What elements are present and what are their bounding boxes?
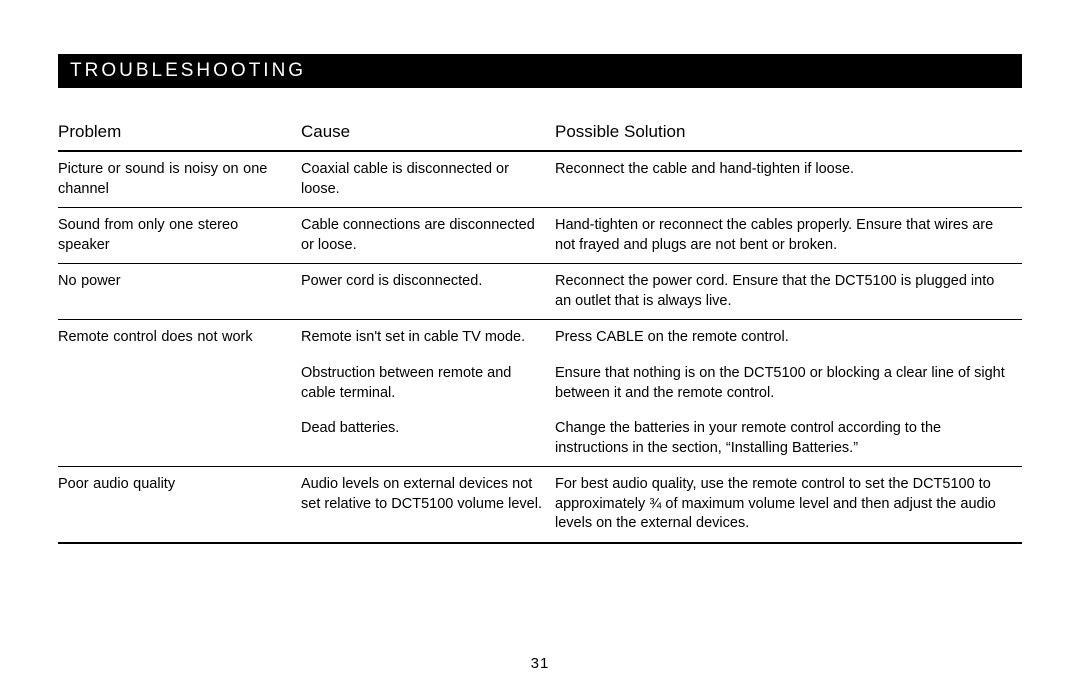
cell-solution: Hand-tighten or reconnect the cables pro…	[555, 208, 1022, 264]
table-row: Remote control does not work Remote isn'…	[58, 320, 1022, 356]
cell-cause: Dead batteries.	[301, 411, 555, 467]
cell-solution: Ensure that nothing is on the DCT5100 or…	[555, 356, 1022, 411]
cell-cause: Coaxial cable is disconnected or loose.	[301, 151, 555, 208]
table-body: Picture or sound is noisy on one channel…	[58, 151, 1022, 543]
cell-cause: Audio levels on external devices not set…	[301, 467, 555, 543]
cell-problem: Poor audio quality	[58, 467, 301, 543]
cell-problem	[58, 356, 301, 411]
table-header-row: Problem Cause Possible Solution	[58, 122, 1022, 151]
cell-cause: Obstruction between remote and cable ter…	[301, 356, 555, 411]
cell-problem: Picture or sound is noisy on one channel	[58, 151, 301, 208]
table-row: Picture or sound is noisy on one channel…	[58, 151, 1022, 208]
cell-solution: Reconnect the cable and hand-tighten if …	[555, 151, 1022, 208]
table-row: Dead batteries. Change the batteries in …	[58, 411, 1022, 467]
cell-problem: Remote control does not work	[58, 320, 301, 356]
table-row: Obstruction between remote and cable ter…	[58, 356, 1022, 411]
cell-cause: Remote isn't set in cable TV mode.	[301, 320, 555, 356]
cell-problem: No power	[58, 264, 301, 320]
column-header-solution: Possible Solution	[555, 122, 1022, 151]
cell-solution: Change the batteries in your remote cont…	[555, 411, 1022, 467]
troubleshooting-table: Problem Cause Possible Solution Picture …	[58, 122, 1022, 544]
cell-cause: Cable connections are disconnected or lo…	[301, 208, 555, 264]
cell-solution: Reconnect the power cord. Ensure that th…	[555, 264, 1022, 320]
column-header-problem: Problem	[58, 122, 301, 151]
section-header: TROUBLESHOOTING	[58, 54, 1022, 88]
cell-problem: Sound from only one stereo speaker	[58, 208, 301, 264]
cell-solution: For best audio quality, use the remote c…	[555, 467, 1022, 543]
table-row: Sound from only one stereo speaker Cable…	[58, 208, 1022, 264]
table-row: Poor audio quality Audio levels on exter…	[58, 467, 1022, 543]
cell-solution: Press CABLE on the remote control.	[555, 320, 1022, 356]
cell-cause: Power cord is disconnected.	[301, 264, 555, 320]
table-row: No power Power cord is disconnected. Rec…	[58, 264, 1022, 320]
cell-problem	[58, 411, 301, 467]
column-header-cause: Cause	[301, 122, 555, 151]
page: TROUBLESHOOTING Problem Cause Possible S…	[0, 0, 1080, 698]
page-number: 31	[0, 655, 1080, 672]
